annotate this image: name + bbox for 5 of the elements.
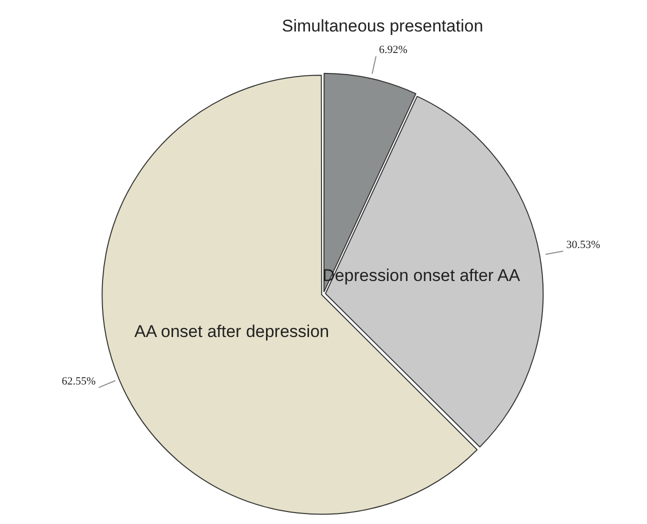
data-label: 30.53%	[566, 239, 600, 252]
slice-label: Simultaneous presentation	[282, 16, 484, 36]
slice-label: AA onset after depression	[134, 322, 330, 341]
data-label: 6.92%	[379, 44, 408, 56]
data-label: 62.55%	[62, 375, 96, 388]
